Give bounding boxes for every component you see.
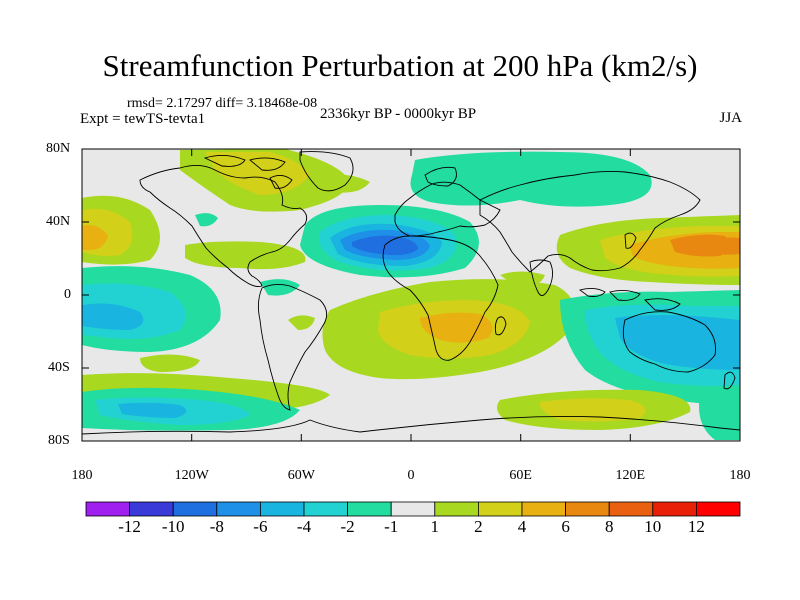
contour-positive-south-atlantic (288, 315, 315, 330)
colorbar-label: 12 (687, 517, 705, 536)
contour-negative-trop-pacific-core (82, 303, 144, 330)
lat-label-0: 0 (64, 287, 71, 302)
lat-label-40s: 40S (48, 360, 70, 375)
colorbar-label: -4 (296, 517, 312, 536)
coast-india (529, 259, 553, 296)
coast-asia (479, 170, 701, 273)
coast-north-america (139, 165, 308, 287)
coast-japan (624, 232, 637, 249)
season-label: JJA (719, 110, 742, 126)
lon-label-0: 0 (407, 468, 415, 483)
colorbar-swatch (216, 501, 261, 517)
colorbar-swatch (303, 501, 348, 517)
coast-scandinavia (424, 166, 457, 187)
stats-text: rmsd= 2.17297 diff= 3.18468e-08 (127, 96, 318, 111)
contour-positive-north-indian (500, 271, 545, 288)
coast-australia (622, 311, 716, 373)
coast-south-america (257, 283, 328, 411)
lon-label-180w: 180 (71, 468, 93, 483)
colorbar (85, 501, 741, 517)
colorbar-swatch (652, 501, 697, 517)
lon-label-60e: 60E (509, 468, 532, 483)
colorbar-swatch (390, 501, 436, 517)
colorbar-swatch (259, 501, 305, 517)
colorbar-swatch (565, 501, 610, 517)
coast-europe (394, 181, 501, 237)
contour-field (82, 149, 740, 441)
coast-new-zealand (723, 371, 736, 390)
colorbar-swatch (434, 501, 479, 517)
lon-label-120e: 120E (615, 468, 646, 483)
colorbar-label: -10 (161, 517, 185, 536)
contour-positive-central-america (185, 241, 306, 270)
lat-label-80n: 80N (46, 141, 71, 156)
colorbar-swatch (696, 501, 741, 517)
colorbar-swatch (521, 501, 566, 517)
contour-positive-south-africa-core (420, 312, 493, 343)
contour-negative-eurasia (410, 151, 652, 207)
contour-negative-australia-4 (640, 324, 723, 356)
colorbar-swatch (129, 501, 174, 517)
colorbar-label: -2 (340, 517, 355, 536)
colorbar-label: 1 (430, 517, 440, 536)
lon-label-60w: 60W (287, 468, 315, 483)
contour-negative-alaska (195, 213, 218, 227)
contour-positive-south-pacific (140, 354, 200, 372)
contour-positive-arctic-core (205, 152, 310, 195)
colorbar-swatch (608, 501, 654, 517)
colorbar-swatch (85, 501, 130, 517)
colorbar-swatch (172, 501, 218, 517)
colorbar-swatch (347, 501, 392, 517)
colorbar-label: -8 (209, 517, 224, 536)
period-label: 2336kyr BP - 0000kyr BP (320, 106, 477, 122)
coast-antarctica (82, 415, 740, 435)
contour-negative-antarctic-edge (699, 389, 740, 440)
coastlines (82, 151, 740, 435)
colorbar-label: 8 (604, 517, 614, 536)
axis-ticks (81, 148, 741, 442)
lat-label-80s: 80S (48, 433, 70, 448)
page-title: Streamfunction Perturbation at 200 hPa (… (102, 48, 698, 83)
coast-greenland (299, 151, 354, 192)
colorbar-label: 6 (561, 517, 570, 536)
coast-indonesia (578, 287, 681, 311)
colorbar-label: -12 (118, 517, 141, 536)
experiment-label: Expt = tewTS-tevta1 (80, 111, 206, 127)
contour-negative-southern-pacific-core (118, 402, 187, 418)
contour-positive-npac-west-core (82, 225, 108, 250)
contour-negative-caribbean (260, 279, 300, 296)
colorbar-label: -1 (384, 517, 399, 536)
coast-madagascar (494, 316, 507, 336)
colorbar-label: 10 (644, 517, 662, 536)
colorbar-label: 2 (474, 517, 483, 536)
contour-positive-npac-east-core2 (700, 237, 740, 255)
colorbar-label: 4 (517, 517, 527, 536)
coast-arctic-islands (203, 155, 293, 189)
lon-label-120w: 120W (174, 468, 209, 483)
colorbar-swatch (477, 501, 523, 517)
lat-label-40n: 40N (46, 214, 71, 229)
contour-positive-ne-canada (319, 174, 370, 193)
colorbar-label: -6 (253, 517, 268, 536)
contour-positive-southern-indian-2 (539, 398, 646, 422)
coast-africa (382, 235, 499, 361)
lon-label-180e: 180 (729, 468, 751, 483)
